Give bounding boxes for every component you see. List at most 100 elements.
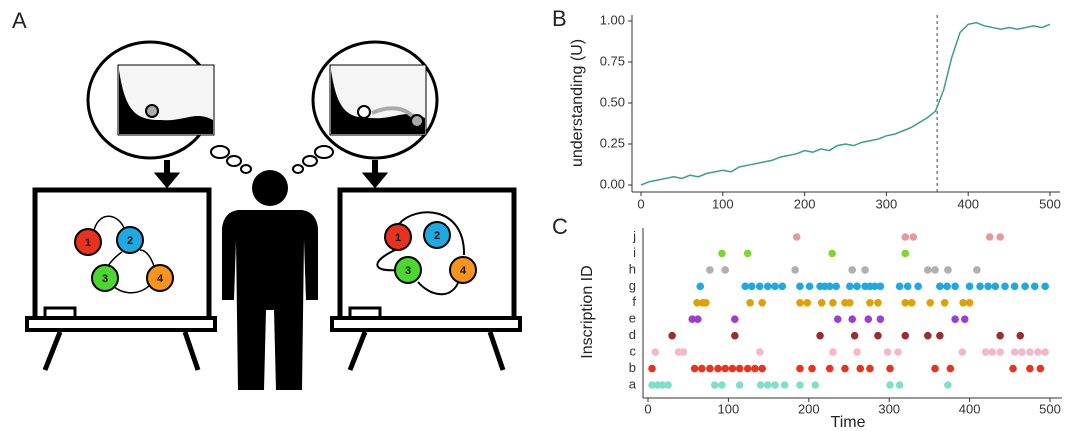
node-label: 1 <box>395 232 401 244</box>
node-label: 1 <box>85 237 91 249</box>
dot <box>718 249 726 258</box>
dot <box>825 364 834 373</box>
dot <box>988 348 996 356</box>
dot <box>693 298 701 307</box>
dot <box>1026 364 1034 373</box>
dot <box>706 364 714 373</box>
landscape <box>331 70 425 134</box>
bubble-dot <box>302 155 318 167</box>
dot <box>746 298 754 307</box>
dot <box>829 348 837 356</box>
dot <box>876 315 885 324</box>
arrow-head <box>153 172 181 189</box>
dot <box>1016 331 1025 340</box>
dot <box>936 282 944 291</box>
dot <box>816 331 824 340</box>
dot <box>796 364 804 373</box>
node <box>146 264 174 292</box>
dot <box>965 282 974 291</box>
dot <box>735 381 744 389</box>
dot <box>951 282 959 291</box>
dot <box>841 364 849 373</box>
dot <box>828 249 836 258</box>
dot <box>721 266 729 274</box>
dot <box>846 282 854 291</box>
y-axis-label: understanding (U) <box>569 39 586 167</box>
dot <box>958 348 967 356</box>
y-tick-label: h <box>629 261 636 276</box>
x-tick-label: 400 <box>957 196 979 211</box>
dot <box>960 315 969 324</box>
dot <box>796 282 804 291</box>
dot <box>866 364 874 373</box>
tray <box>330 316 522 332</box>
dot <box>874 331 882 340</box>
node <box>116 226 144 254</box>
head <box>252 170 288 206</box>
arrow <box>371 106 414 118</box>
dot <box>721 364 729 373</box>
node <box>74 228 102 256</box>
dot <box>763 381 772 389</box>
x-tick-label: 400 <box>959 401 981 416</box>
dot <box>1001 282 1009 291</box>
dot <box>984 282 992 291</box>
dot <box>796 381 804 389</box>
dot <box>901 233 910 241</box>
x-tick-label: 300 <box>878 401 900 416</box>
x-tick-label: 300 <box>876 196 898 211</box>
x-tick-label: 0 <box>644 401 651 416</box>
dot <box>679 348 688 356</box>
arrow-head <box>361 172 389 189</box>
leg <box>42 331 201 371</box>
x-tick-label: 200 <box>798 401 820 416</box>
x-tick-label: 500 <box>1039 196 1061 211</box>
dot <box>936 331 944 340</box>
dot <box>1010 348 1019 356</box>
dot <box>648 364 656 373</box>
dot <box>702 298 710 307</box>
dot <box>895 381 904 389</box>
dot <box>688 315 697 324</box>
dot <box>1026 348 1034 356</box>
y-tick-label: 0.00 <box>600 176 625 191</box>
bubble-dot <box>240 164 252 174</box>
dot <box>825 282 834 291</box>
dot <box>651 348 660 356</box>
dot <box>1041 348 1049 356</box>
dot <box>1034 348 1042 356</box>
y-tick-label: 1.00 <box>600 12 625 27</box>
dot <box>846 298 854 307</box>
dot <box>1041 282 1049 291</box>
dot <box>1021 282 1029 291</box>
dot <box>886 364 894 373</box>
x-tick-label: 200 <box>794 196 816 211</box>
node-label: 3 <box>102 273 108 285</box>
dot <box>944 266 952 274</box>
node-label: 2 <box>127 235 133 247</box>
dot <box>1009 364 1017 373</box>
dot <box>698 364 706 373</box>
dot <box>931 266 939 274</box>
eraser <box>348 306 382 320</box>
dot <box>792 233 801 241</box>
dot <box>714 364 722 373</box>
whiteboard <box>337 187 517 323</box>
dot <box>931 364 939 373</box>
dot <box>648 381 656 389</box>
y-tick-label: 0.50 <box>600 94 625 109</box>
node <box>384 223 412 251</box>
node <box>449 256 477 284</box>
dot <box>886 381 894 389</box>
bubble-dot <box>292 164 304 174</box>
edge <box>112 285 150 294</box>
dot <box>728 364 737 373</box>
x-tick-label: 0 <box>637 196 644 211</box>
node <box>423 221 451 249</box>
dot <box>758 364 766 373</box>
dot <box>861 266 869 274</box>
dot <box>853 282 861 291</box>
tray <box>25 316 217 332</box>
dot <box>833 315 842 324</box>
dot <box>1030 282 1039 291</box>
